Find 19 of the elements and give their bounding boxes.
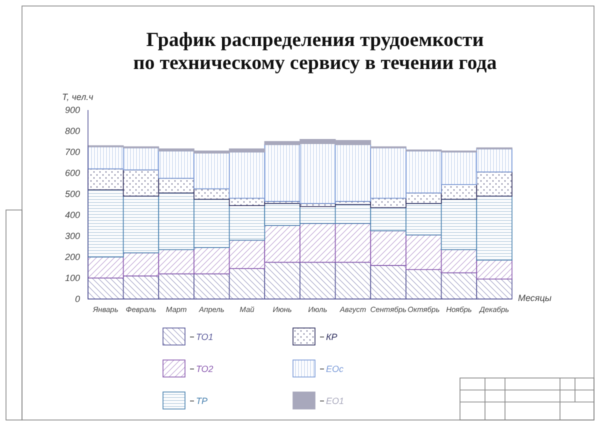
y-tick-label: 0 [74, 294, 80, 304]
text: ЕОс [326, 364, 344, 374]
y-tick-label: 300 [64, 231, 80, 242]
y-axis-title: Т, чел.ч [62, 92, 94, 102]
y-tick-label: 400 [64, 210, 80, 220]
chart-title: График распределения трудоемкости по техническому сервису в течении года [133, 29, 497, 74]
y-tick-label: 500 [64, 189, 80, 200]
text: ТО1 [196, 332, 214, 342]
y-tick-label: 900 [64, 105, 80, 116]
y-tick-label: 200 [64, 252, 80, 262]
y-tick-label: 600 [64, 168, 80, 178]
y-tick-label: 700 [64, 147, 80, 158]
text: ЕО1 [326, 396, 344, 406]
text: ТР [196, 396, 208, 406]
text: ТО2 [196, 364, 214, 374]
x-axis-title: Месяцы [518, 293, 552, 303]
text: КР [326, 332, 338, 342]
y-tick-label: 800 [64, 126, 80, 136]
y-tick-label: 100 [64, 273, 80, 284]
